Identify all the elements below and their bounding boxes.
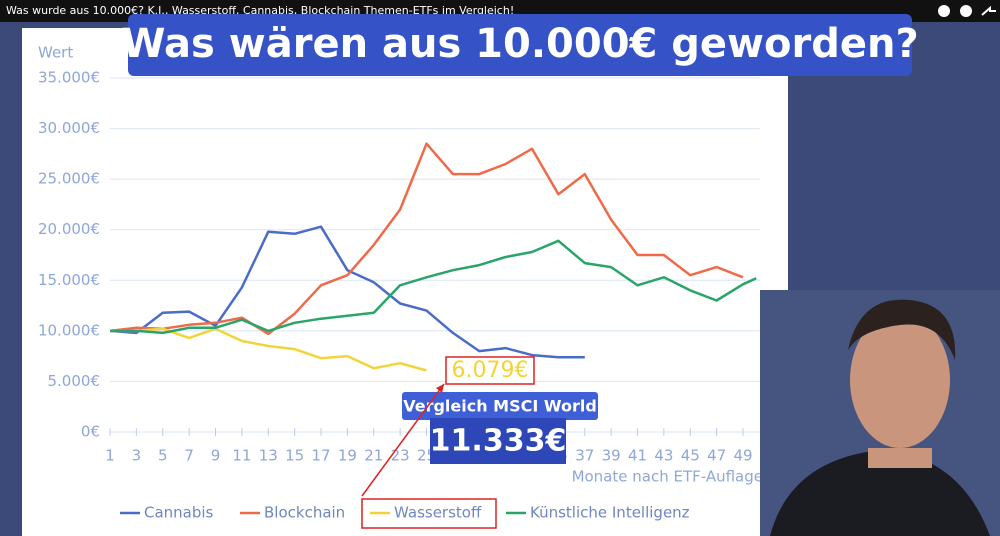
x-tick-label: 49 <box>733 447 752 465</box>
x-tick-label: 3 <box>132 447 142 465</box>
legend-highlight <box>361 498 497 529</box>
x-tick-label: 7 <box>184 447 194 465</box>
y-tick-label: 0€ <box>81 423 100 441</box>
x-tick-label: 43 <box>654 447 673 465</box>
info-icon[interactable] <box>938 5 950 17</box>
legend-label: Cannabis <box>144 504 214 522</box>
y-tick-label: 30.000€ <box>38 119 100 137</box>
chart: Wert Monate nach ETF-Auflage 0€ 5.000€ 10.00… <box>38 44 763 522</box>
video-title: Was wurde aus 10.000€? K.I., Wasserstoff… <box>6 4 514 17</box>
x-tick-label: 23 <box>391 447 410 465</box>
banner <box>128 14 912 76</box>
legend-label: Künstliche Intelligenz <box>530 504 690 522</box>
x-tick-label: 47 <box>707 447 726 465</box>
annotation: Vergleich MSCI World <box>403 397 597 416</box>
x-tick-label: 41 <box>628 447 647 465</box>
presenter-face <box>850 312 950 448</box>
arrow-head <box>436 384 444 393</box>
presenter-body <box>770 450 990 536</box>
legend-label: Wasserstoff <box>394 504 482 522</box>
y-tick-label: 35.000€ <box>38 69 100 87</box>
series-line <box>110 327 427 372</box>
presenter-hair <box>848 299 956 360</box>
x-tick-label: 39 <box>602 447 621 465</box>
series-line <box>109 142 744 336</box>
chart-panel <box>22 28 788 536</box>
x-tick-label: 21 <box>364 447 383 465</box>
annotation: 11.333€ <box>430 424 567 459</box>
chart-title: Was wären aus 10.000€ geworden? <box>121 21 918 67</box>
annotation: 6.079€ <box>452 358 529 383</box>
arrow <box>361 383 445 497</box>
series-line <box>109 225 585 359</box>
x-tick-label: 19 <box>338 447 357 465</box>
highlight-box <box>445 356 535 385</box>
msci-label-box <box>402 392 598 420</box>
y-tick-label: 20.000€ <box>38 220 100 238</box>
y-axis-title: Wert <box>38 44 73 62</box>
y-tick-label: 10.000€ <box>38 321 100 339</box>
x-tick-label: 1 <box>105 447 115 465</box>
presenter-neck <box>868 448 932 468</box>
x-tick-label: 15 <box>285 447 304 465</box>
share-icon[interactable] <box>981 5 996 16</box>
x-tick-label: 13 <box>259 447 278 465</box>
x-tick-label: 5 <box>158 447 168 465</box>
y-tick-label: 5.000€ <box>48 372 101 390</box>
x-tick-label: 17 <box>311 447 330 465</box>
series-line <box>110 239 757 335</box>
clock-icon[interactable] <box>960 5 972 17</box>
x-tick-label: 45 <box>681 447 700 465</box>
msci-value-box <box>430 418 566 464</box>
x-axis-title: Monate nach ETF-Auflage <box>572 468 763 486</box>
presenter <box>760 290 1000 536</box>
legend-label: Blockchain <box>264 504 345 522</box>
y-tick-label: 15.000€ <box>38 271 100 289</box>
x-tick-label: 11 <box>232 447 251 465</box>
y-tick-label: 25.000€ <box>38 170 100 188</box>
x-tick-label: 37 <box>575 447 594 465</box>
x-tick-label: 9 <box>211 447 221 465</box>
